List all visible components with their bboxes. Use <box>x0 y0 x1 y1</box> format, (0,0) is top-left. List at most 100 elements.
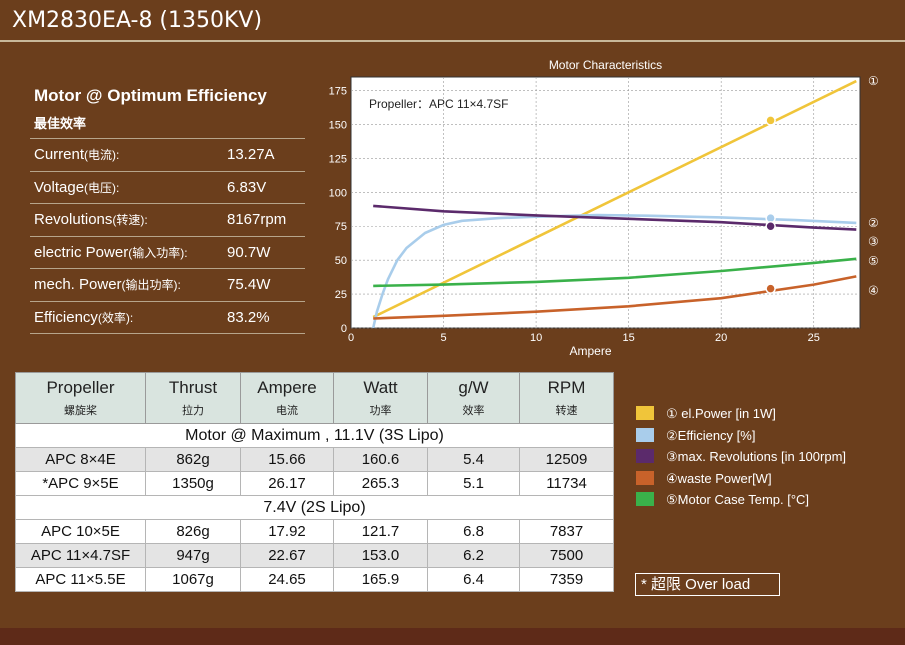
cell-thrust: 1067g <box>145 567 241 592</box>
cell-thrust: 947g <box>145 543 241 568</box>
chart-annotation: Propeller：APC 11×4.7SF <box>369 97 509 111</box>
y-tick-label: 175 <box>329 86 347 98</box>
x-tick-label: 15 <box>623 332 635 344</box>
legend-swatch <box>636 449 654 463</box>
spec-table: Current(电流): 13.27A Voltage(电压): 6.83V R… <box>30 138 305 334</box>
cell-propeller: APC 11×4.7SF <box>15 543 146 568</box>
header-g-per-w: g/W 效率 <box>427 372 520 424</box>
cell-ampere: 22.67 <box>240 543 334 568</box>
spec-row-electric-power: electric Power(输入功率): 90.7W <box>30 235 305 269</box>
legend-swatch <box>636 492 654 506</box>
cell-g-per-w: 6.8 <box>427 519 520 544</box>
legend-label: ③max. Revolutions [in 100rpm] <box>666 449 847 464</box>
cell-g-per-w: 5.1 <box>427 471 520 496</box>
legend-swatch <box>636 470 654 485</box>
spec-value: 13.27A <box>227 146 275 163</box>
x-axis-label: Ampere <box>569 344 611 358</box>
cell-ampere: 15.66 <box>240 447 334 472</box>
table-section-row: Motor @ Maximum , 11.1V (3S Lipo) <box>15 423 614 448</box>
header-thrust: Thrust 拉力 <box>145 372 241 424</box>
page-title: XM2830EA-8 (1350KV) <box>12 8 263 33</box>
cell-propeller: APC 10×5E <box>15 519 146 544</box>
cell-ampere: 24.65 <box>240 567 334 592</box>
cell-rpm: 7837 <box>519 519 614 544</box>
cell-ampere: 17.92 <box>240 519 334 544</box>
table-section-row: 7.4V (2S Lipo) <box>15 495 614 520</box>
table-row: APC 11×5.5E 1067g 24.65 165.9 6.4 7359 <box>15 567 614 592</box>
section-title: Motor @ Maximum , 11.1V (3S Lipo) <box>15 423 614 448</box>
cell-g-per-w: 6.4 <box>427 567 520 592</box>
spec-row-mech-power: mech. Power(输出功率): 75.4W <box>30 268 305 301</box>
spec-label: electric Power(输入功率): <box>34 243 188 261</box>
spec-label: Voltage(电压): <box>34 178 120 196</box>
series-end-tag: ⑤ <box>868 254 879 268</box>
header-ampere: Ampere 电流 <box>240 372 334 424</box>
spec-label: mech. Power(输出功率): <box>34 276 181 293</box>
table-row: APC 10×5E 826g 17.92 121.7 6.8 7837 <box>15 519 614 544</box>
series-marker <box>765 220 776 232</box>
cell-propeller: APC 8×4E <box>15 447 146 472</box>
series-marker <box>765 115 776 126</box>
cell-thrust: 862g <box>145 447 241 472</box>
overload-note: * 超限 Over load <box>635 573 780 596</box>
x-tick-label: 0 <box>348 332 354 344</box>
cell-g-per-w: 6.2 <box>427 543 520 568</box>
cell-rpm: 12509 <box>519 447 614 472</box>
chart-title: Motor Characteristics <box>549 58 662 72</box>
series-line <box>373 257 857 288</box>
spec-value: 8167rpm <box>227 211 287 228</box>
spec-heading: Motor @ Optimum Efficiency <box>34 86 267 105</box>
spec-subheading: 最佳效率 <box>34 116 87 131</box>
table-row: APC 8×4E 862g 15.66 160.6 5.4 12509 <box>15 447 614 472</box>
cell-rpm: 7359 <box>519 567 614 592</box>
cell-rpm: 11734 <box>519 471 614 496</box>
cell-ampere: 26.17 <box>240 471 334 496</box>
bottom-band <box>0 628 905 645</box>
title-bar: XM2830EA-8 (1350KV) <box>0 0 905 42</box>
cell-thrust: 1350g <box>145 471 241 496</box>
y-tick-label: 75 <box>335 221 347 233</box>
spec-row-voltage: Voltage(电压): 6.83V <box>30 170 305 204</box>
spec-row-revolutions: Revolutions(转速): 8167rpm <box>30 203 305 236</box>
spec-label: Efficiency(效率): <box>34 308 134 326</box>
cell-propeller: *APC 9×5E <box>15 471 146 496</box>
cell-watt: 165.9 <box>333 567 428 592</box>
legend-swatch <box>636 427 654 442</box>
table-row: *APC 9×5E 1350g 26.17 265.3 5.1 11734 <box>15 471 614 496</box>
series-marker <box>765 283 776 294</box>
spec-label: Current(电流): <box>34 146 120 163</box>
table-row: APC 11×4.7SF 947g 22.67 153.0 6.2 7500 <box>15 543 614 568</box>
spec-value: 83.2% <box>227 308 270 326</box>
series-line <box>373 275 857 320</box>
legend-label: ① el.Power [in 1W] <box>666 406 776 421</box>
cell-watt: 121.7 <box>333 519 428 544</box>
propeller-table: Propeller 螺旋桨 Thrust 拉力 Ampere 电流 Watt 功率 g/… <box>15 372 614 592</box>
series-end-tag: ③ <box>868 235 879 249</box>
y-tick-label: 25 <box>335 289 347 301</box>
cell-propeller: APC 11×5.5E <box>15 567 146 592</box>
series-end-tag: ④ <box>868 283 879 297</box>
header-propeller: Propeller 螺旋桨 <box>15 372 146 424</box>
header-watt: Watt 功率 <box>333 372 428 424</box>
legend-label: ④waste Power[W] <box>666 470 772 486</box>
y-tick-label: 50 <box>335 255 347 267</box>
y-tick-label: 100 <box>329 187 347 199</box>
x-tick-label: 10 <box>530 332 542 344</box>
table-header-row: Propeller 螺旋桨 Thrust 拉力 Ampere 电流 Watt 功率 g/… <box>15 372 614 424</box>
legend-label: ②Efficiency [%] <box>666 427 756 443</box>
x-tick-label: 20 <box>715 332 727 344</box>
cell-watt: 160.6 <box>333 447 428 472</box>
motor-characteristics-chart: 0 25 50 75 100 125 150 175 0 5 10 15 20 25 Motor Chara… <box>329 58 879 358</box>
cell-watt: 265.3 <box>333 471 428 496</box>
series-line <box>373 204 857 231</box>
section-title: 7.4V (2S Lipo) <box>15 495 614 520</box>
legend-swatch <box>636 406 654 420</box>
spec-row-efficiency: Efficiency(效率): 83.2% <box>30 300 305 334</box>
series-end-tag: ② <box>868 216 879 230</box>
y-tick-label: 125 <box>329 153 347 165</box>
cell-thrust: 826g <box>145 519 241 544</box>
spec-value: 75.4W <box>227 276 271 293</box>
x-tick-label: 25 <box>808 332 820 344</box>
spec-value: 6.83V <box>227 178 267 196</box>
spec-label: Revolutions(转速): <box>34 211 148 228</box>
